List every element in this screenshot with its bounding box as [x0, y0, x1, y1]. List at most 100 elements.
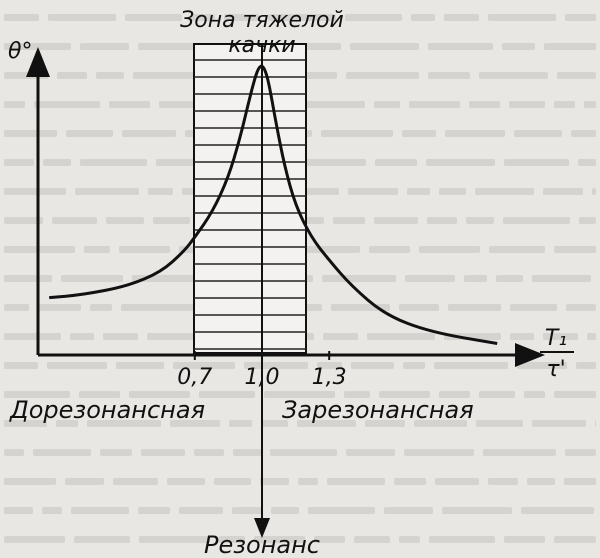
- background-print-word: [483, 449, 556, 456]
- background-print-word: [56, 420, 78, 427]
- background-print-word: [271, 507, 299, 514]
- background-print-word: [429, 536, 495, 543]
- background-print-word: [524, 391, 545, 398]
- background-print-word: [122, 130, 176, 137]
- background-print-word: [367, 333, 435, 340]
- background-print-word: [554, 391, 596, 398]
- background-print-word: [509, 101, 545, 108]
- background-print-word: [466, 217, 494, 224]
- background-print-word: [442, 507, 512, 514]
- x-axis-label-numerator: T₁: [545, 326, 567, 351]
- background-print-word: [504, 536, 545, 543]
- background-print-word: [141, 449, 185, 456]
- background-print-word: [344, 391, 370, 398]
- background-print-word: [119, 246, 170, 253]
- background-print-word: [270, 449, 337, 456]
- background-print-word: [405, 275, 455, 282]
- background-print-word: [566, 304, 596, 311]
- background-print-word: [532, 420, 586, 427]
- background-print-word: [314, 536, 345, 543]
- background-print-word: [345, 14, 402, 21]
- background-print-word: [576, 362, 596, 369]
- background-print-word: [464, 275, 487, 282]
- x-tick-label: 1,3: [312, 365, 347, 390]
- background-print-word: [427, 217, 457, 224]
- background-print-word: [297, 420, 356, 427]
- background-print-word: [439, 391, 470, 398]
- background-print-word: [294, 101, 365, 108]
- background-print-word: [554, 246, 596, 253]
- background-print-word: [544, 43, 596, 50]
- background-print-word: [308, 507, 375, 514]
- resonance-label: Резонанс: [204, 531, 320, 558]
- background-print-word: [346, 449, 395, 456]
- background-print-word: [261, 420, 288, 427]
- background-print-word: [232, 507, 262, 514]
- background-print-word: [399, 536, 420, 543]
- background-print-word: [4, 304, 29, 311]
- background-print-word: [84, 246, 110, 253]
- background-print-word: [402, 130, 436, 137]
- background-print-word: [244, 362, 308, 369]
- background-print-word: [327, 478, 385, 485]
- background-print-word: [404, 449, 474, 456]
- background-print-word: [4, 43, 71, 50]
- background-print-word: [323, 333, 358, 340]
- background-print-word: [4, 101, 25, 108]
- background-print-word: [74, 536, 130, 543]
- background-print-word: [554, 101, 575, 108]
- background-print-word: [103, 333, 138, 340]
- background-print-word: [75, 188, 139, 195]
- background-print-word: [348, 188, 398, 195]
- background-print-word: [317, 362, 342, 369]
- background-print-word: [153, 217, 190, 224]
- background-print-word: [70, 333, 94, 340]
- background-print-word: [71, 507, 129, 514]
- background-print-word: [4, 391, 70, 398]
- axes: [26, 44, 545, 538]
- background-print-word: [214, 478, 251, 485]
- background-print-word: [229, 420, 252, 427]
- background-print-word: [469, 101, 500, 108]
- zone-hatching: [194, 59, 306, 350]
- background-print-word: [543, 188, 583, 195]
- background-print-word: [584, 101, 596, 108]
- zone-title-line1: Зона тяжелой: [180, 8, 344, 33]
- background-print-word: [138, 507, 170, 514]
- background-print-word: [264, 391, 335, 398]
- background-print-word: [579, 217, 596, 224]
- background-print-word: [4, 333, 61, 340]
- background-print-word: [365, 420, 405, 427]
- background-print-word: [578, 159, 596, 166]
- background-print-word: [4, 14, 39, 21]
- background-print-word: [57, 72, 87, 79]
- background-print-word: [444, 14, 479, 21]
- background-print-word: [426, 159, 495, 166]
- background-print-word: [179, 507, 223, 514]
- background-print-word: [532, 275, 591, 282]
- background-print-word: [4, 130, 57, 137]
- background-print-word: [351, 362, 394, 369]
- background-print-word: [564, 478, 596, 485]
- background-print-word: [476, 420, 523, 427]
- background-print-word: [233, 449, 261, 456]
- background-print-word: [61, 275, 123, 282]
- background-print-word: [475, 188, 534, 195]
- background-print-word: [527, 478, 555, 485]
- background-print-word: [294, 246, 360, 253]
- background-print-word: [48, 14, 116, 21]
- background-print-word: [379, 391, 430, 398]
- background-print-word: [199, 391, 255, 398]
- background-print-word: [514, 130, 562, 137]
- background-print-word: [399, 304, 439, 311]
- background-print-word: [4, 536, 65, 543]
- background-print-word: [554, 536, 596, 543]
- background-print-word: [121, 304, 195, 311]
- background-print-word: [419, 246, 480, 253]
- background-print-word: [571, 130, 596, 137]
- background-print-word: [4, 507, 33, 514]
- heavy-roll-zone: [193, 43, 307, 354]
- background-print-word: [4, 275, 52, 282]
- background-print-word: [116, 362, 164, 369]
